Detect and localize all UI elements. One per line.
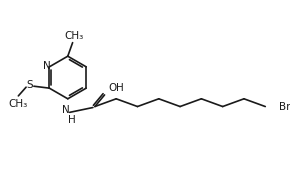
Text: CH₃: CH₃ bbox=[9, 99, 28, 109]
Text: Br: Br bbox=[279, 102, 290, 112]
Text: N: N bbox=[43, 61, 50, 71]
Text: N: N bbox=[62, 105, 70, 115]
Text: H: H bbox=[116, 83, 124, 93]
Text: S: S bbox=[27, 80, 33, 90]
Text: O: O bbox=[108, 83, 116, 93]
Text: CH₃: CH₃ bbox=[64, 31, 83, 41]
Text: H: H bbox=[68, 115, 75, 125]
